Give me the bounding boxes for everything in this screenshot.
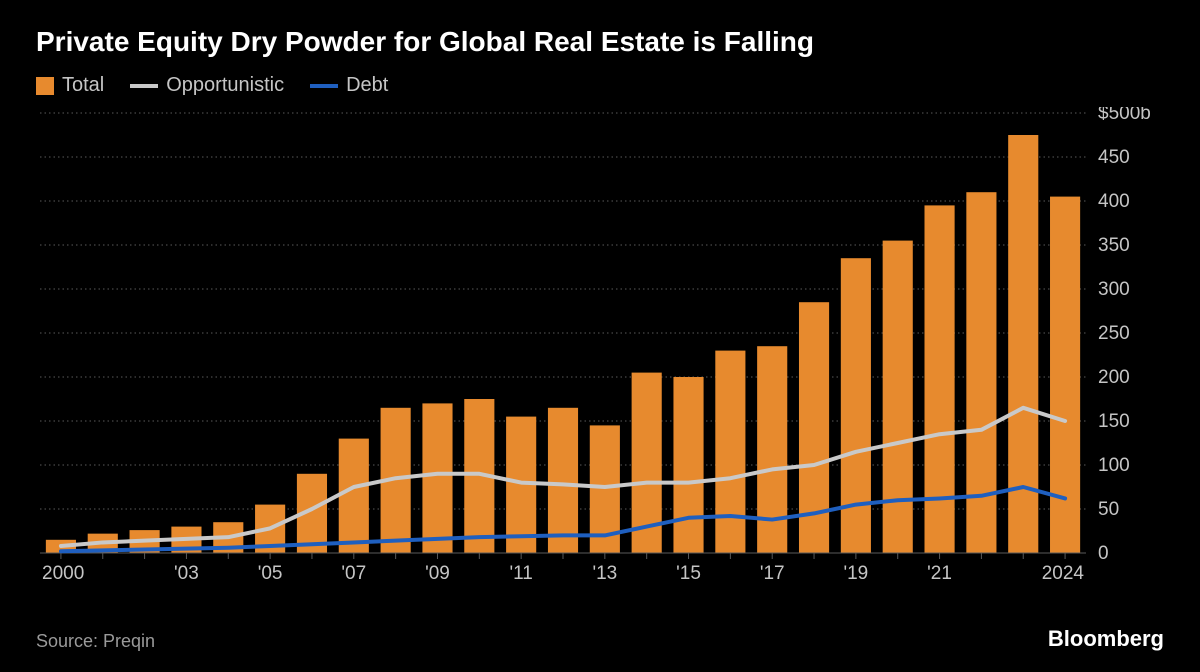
legend-item-total: Total xyxy=(36,74,104,97)
legend-item-debt: Debt xyxy=(310,74,388,97)
svg-text:450: 450 xyxy=(1098,147,1130,168)
svg-text:'19: '19 xyxy=(843,563,868,584)
svg-text:'09: '09 xyxy=(425,563,450,584)
svg-text:0: 0 xyxy=(1098,543,1109,564)
svg-text:100: 100 xyxy=(1098,455,1130,476)
svg-text:$500b: $500b xyxy=(1098,107,1151,124)
chart-svg: 0 50 100 150 200 250 300 350 400 450 $500b 2000 '03 '… xyxy=(36,107,1164,587)
svg-text:'21: '21 xyxy=(927,563,952,584)
svg-text:2000: 2000 xyxy=(42,563,84,584)
svg-text:'05: '05 xyxy=(258,563,283,584)
legend-label-debt: Debt xyxy=(346,74,388,97)
svg-text:'13: '13 xyxy=(592,563,617,584)
source-text: Source: Preqin xyxy=(36,631,155,652)
legend-label-opportunistic: Opportunistic xyxy=(166,74,284,97)
svg-text:400: 400 xyxy=(1098,191,1130,212)
chart-plot: 0 50 100 150 200 250 300 350 400 450 $500b 2000 '03 '… xyxy=(36,107,1164,612)
svg-text:150: 150 xyxy=(1098,411,1130,432)
legend-swatch-total xyxy=(36,77,54,95)
svg-text:'03: '03 xyxy=(174,563,199,584)
svg-text:'07: '07 xyxy=(341,563,366,584)
svg-text:'15: '15 xyxy=(676,563,701,584)
legend-swatch-opportunistic xyxy=(130,84,158,88)
legend: Total Opportunistic Debt xyxy=(36,74,1164,97)
chart-title: Private Equity Dry Powder for Global Rea… xyxy=(36,26,1164,58)
svg-text:2024: 2024 xyxy=(1042,563,1085,584)
legend-item-opportunistic: Opportunistic xyxy=(130,74,284,97)
svg-text:300: 300 xyxy=(1098,279,1130,300)
svg-text:200: 200 xyxy=(1098,367,1130,388)
legend-swatch-debt xyxy=(310,84,338,88)
legend-label-total: Total xyxy=(62,74,104,97)
brand-label: Bloomberg xyxy=(1048,626,1164,652)
svg-text:'11: '11 xyxy=(509,563,532,584)
svg-text:'17: '17 xyxy=(760,563,785,584)
svg-text:250: 250 xyxy=(1098,323,1130,344)
svg-text:50: 50 xyxy=(1098,499,1119,520)
svg-text:350: 350 xyxy=(1098,235,1130,256)
